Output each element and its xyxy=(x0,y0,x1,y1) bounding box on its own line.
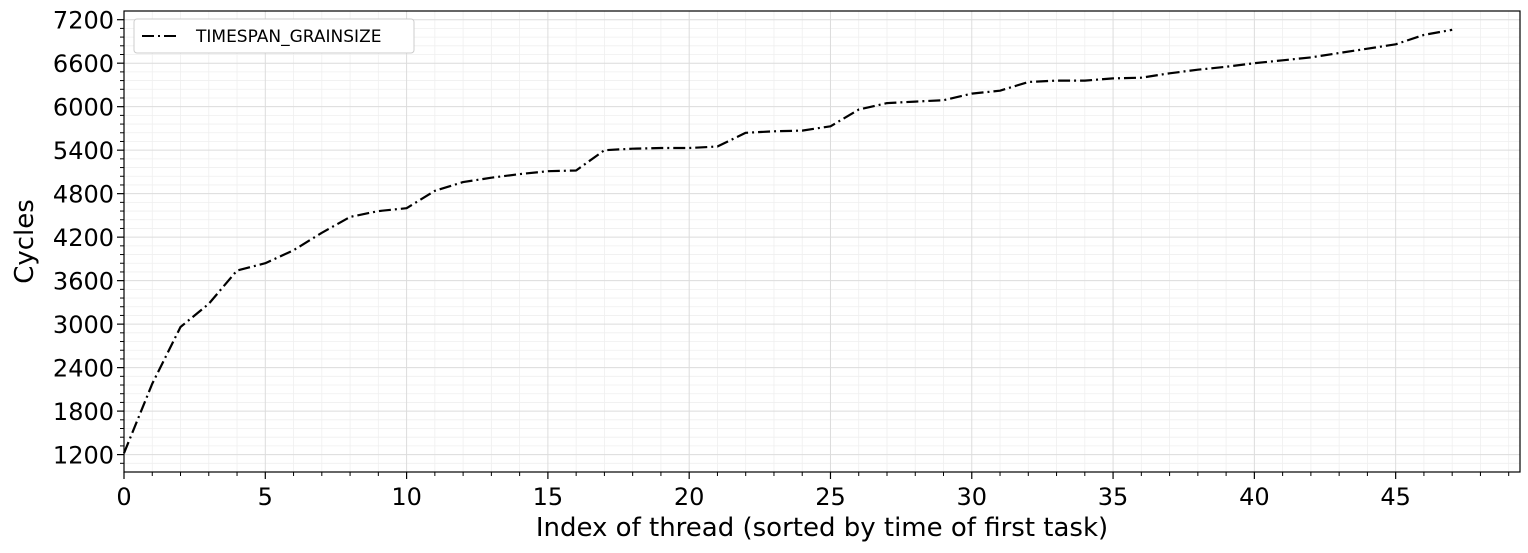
x-tick-label: 25 xyxy=(815,483,846,511)
y-tick-label: 4200 xyxy=(53,224,114,252)
y-tick-label: 2400 xyxy=(53,355,114,383)
y-axis-label: Cycles xyxy=(10,199,40,284)
legend-box xyxy=(133,18,415,54)
x-tick-label: 40 xyxy=(1239,483,1270,511)
major-grid xyxy=(123,11,1520,472)
series-layer xyxy=(122,28,1453,454)
x-tick-label: 45 xyxy=(1380,483,1411,511)
y-tick-label: 3000 xyxy=(53,311,114,339)
x-tick-label: 5 xyxy=(258,483,273,511)
x-tick-label: 35 xyxy=(1098,483,1129,511)
y-tick-label: 5400 xyxy=(53,137,114,165)
x-tick-label: 20 xyxy=(674,483,705,511)
x-tick-label: 15 xyxy=(533,483,564,511)
y-tick-label: 1200 xyxy=(53,442,114,470)
x-tick-label: 10 xyxy=(391,483,422,511)
minor-grid xyxy=(124,11,1520,472)
y-tick-label: 1800 xyxy=(53,398,114,426)
legend: TIMESPAN_GRAINSIZE xyxy=(133,18,415,54)
y-tick-label: 4800 xyxy=(53,181,114,209)
x-axis-label: Index of thread (sorted by time of first… xyxy=(536,513,1108,543)
x-tick-label: 0 xyxy=(116,483,131,511)
y-tick-label: 6000 xyxy=(53,94,114,122)
legend-label: TIMESPAN_GRAINSIZE xyxy=(195,27,381,47)
tick-labels: 0 5 10 15 20 25 30 35 40 45 1200 1800 2400 3000 3600 42… xyxy=(53,7,1411,511)
y-tick-label: 6600 xyxy=(53,50,114,78)
axis-ticks xyxy=(117,19,1510,479)
y-tick-label: 3600 xyxy=(53,268,114,296)
x-tick-label: 30 xyxy=(956,483,987,511)
y-tick-label: 7200 xyxy=(53,7,114,35)
series-line xyxy=(122,28,1453,454)
plot-area-frame xyxy=(123,10,1521,473)
